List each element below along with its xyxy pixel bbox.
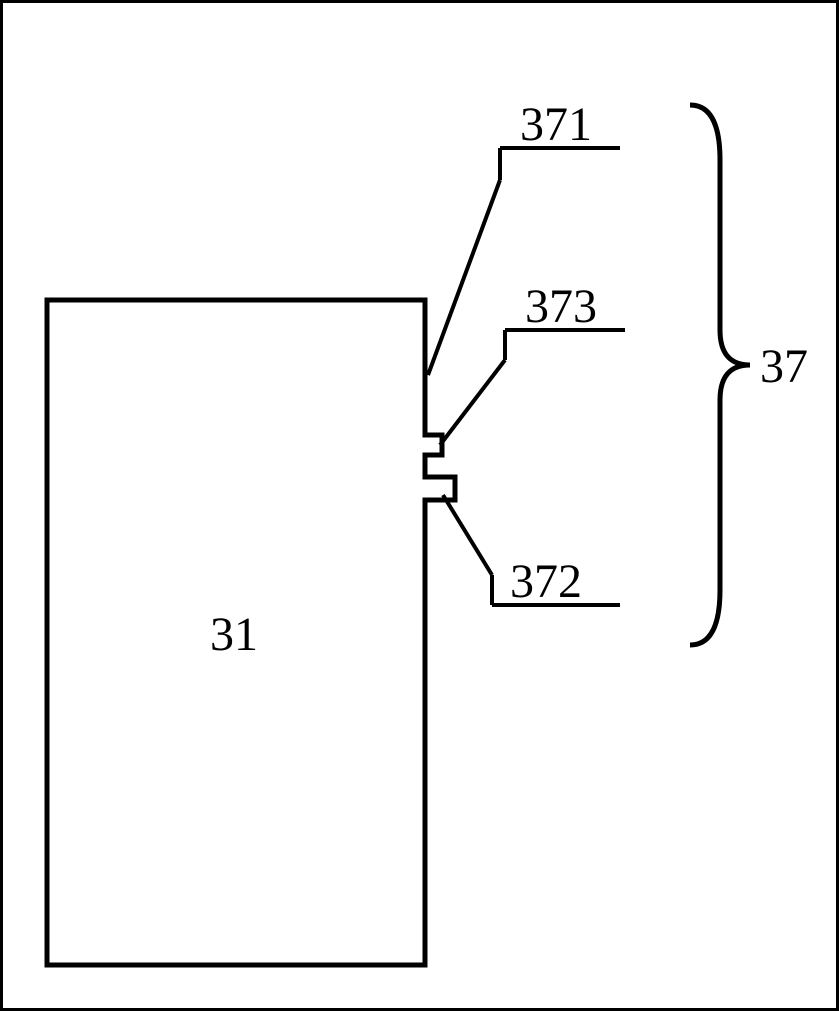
outer-frame bbox=[2, 2, 838, 1010]
label-37: 37 bbox=[760, 340, 808, 393]
label-373: 373 bbox=[525, 280, 597, 333]
leader-373 bbox=[440, 330, 625, 445]
label-371: 371 bbox=[520, 98, 592, 151]
group-brace bbox=[690, 105, 750, 645]
leader-371 bbox=[428, 148, 620, 375]
label-372: 372 bbox=[510, 555, 582, 608]
label-31: 31 bbox=[210, 608, 258, 661]
